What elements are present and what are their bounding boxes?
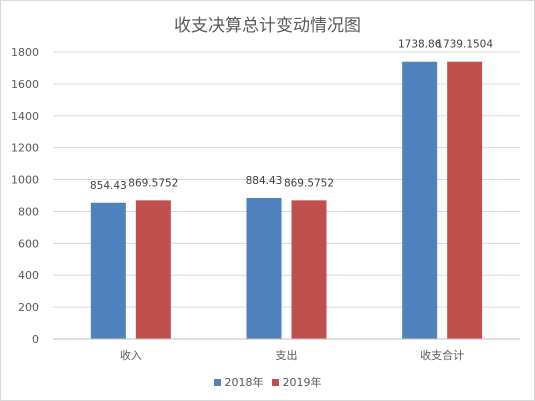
y-tick-label: 1800 [11, 46, 39, 59]
legend-swatch-2019 [271, 378, 279, 386]
y-tick-label: 400 [18, 269, 39, 282]
data-label: 869.5752 [284, 177, 334, 189]
legend: 2018年 2019年 [1, 374, 534, 390]
legend-item-2018: 2018年 [213, 374, 264, 390]
legend-swatch-2018 [213, 378, 221, 386]
data-label: 884.43 [246, 175, 283, 187]
bar [402, 61, 438, 339]
bar [291, 200, 327, 339]
x-tick-label: 支出 [276, 348, 298, 362]
y-tick-label: 600 [18, 237, 39, 250]
y-tick-label: 200 [18, 301, 39, 314]
y-tick-label: 0 [32, 333, 39, 346]
y-tick-label: 1600 [11, 78, 39, 91]
bar [447, 61, 483, 340]
legend-label-2019: 2019年 [282, 376, 322, 389]
data-label: 1739.1504 [436, 39, 493, 51]
chart-title: 收支决算总计变动情况图 [174, 16, 361, 36]
y-tick-label: 800 [18, 205, 39, 218]
bar [246, 197, 282, 339]
bar [135, 200, 171, 339]
data-label: 869.5752 [128, 177, 178, 189]
legend-item-2019: 2019年 [271, 374, 322, 390]
data-label: 854.43 [90, 180, 127, 192]
y-tick-label: 1400 [11, 110, 39, 123]
bar [90, 202, 126, 339]
y-tick-label: 1200 [11, 142, 39, 155]
data-label: 1738.86 [398, 39, 442, 51]
y-tick-label: 1000 [11, 174, 39, 187]
x-tick-label: 收支合计 [420, 348, 464, 362]
legend-label-2018: 2018年 [224, 376, 264, 389]
x-tick-label: 收入 [120, 348, 142, 362]
